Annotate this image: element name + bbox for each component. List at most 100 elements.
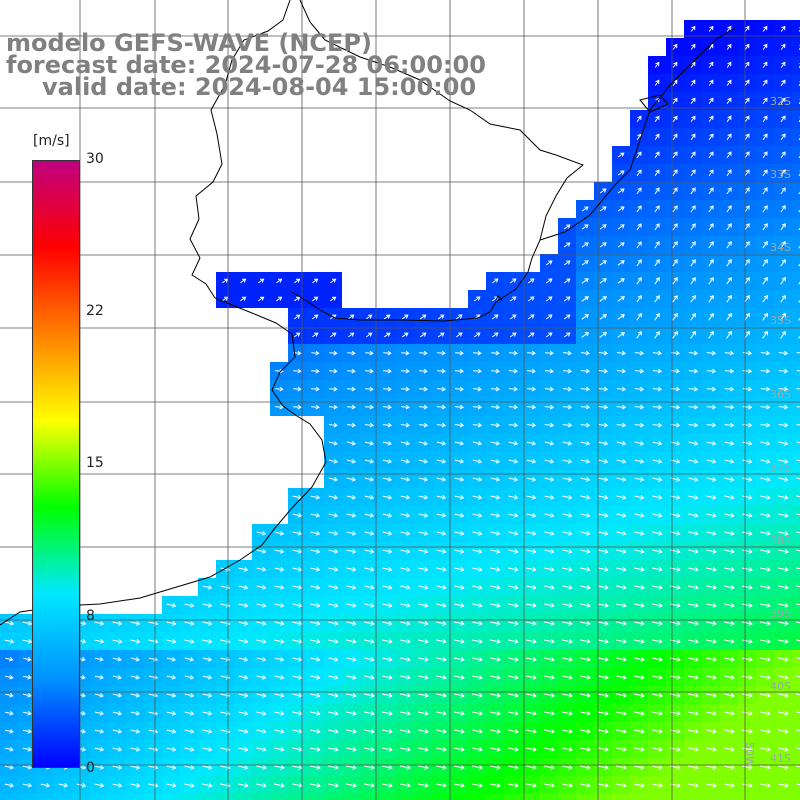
wind-arrow bbox=[742, 404, 753, 410]
wind-arrow bbox=[654, 223, 660, 231]
wind-arrow bbox=[598, 729, 609, 734]
wind-arrow bbox=[654, 115, 660, 122]
wind-arrow bbox=[4, 638, 15, 644]
wind-arrow bbox=[652, 386, 663, 392]
wind-arrow bbox=[616, 386, 627, 392]
wind-arrow bbox=[526, 404, 537, 410]
wind-arrow bbox=[544, 567, 555, 572]
wind-arrow bbox=[382, 675, 393, 680]
wind-arrow bbox=[617, 242, 625, 248]
wind-arrow bbox=[400, 693, 411, 698]
wind-arrow bbox=[202, 603, 213, 608]
wind-arrow bbox=[598, 440, 609, 446]
wind-arrow bbox=[400, 567, 411, 572]
wind-arrow bbox=[634, 711, 645, 716]
wind-arrow bbox=[472, 657, 483, 662]
wind-arrow bbox=[562, 765, 573, 770]
wind-arrow bbox=[744, 79, 750, 86]
wind-arrow bbox=[292, 567, 303, 572]
wind-arrow bbox=[708, 330, 714, 339]
wind-arrow bbox=[563, 314, 571, 320]
wind-arrow bbox=[652, 603, 663, 608]
wind-arrow bbox=[796, 783, 800, 786]
wind-arrow bbox=[762, 276, 768, 285]
wind-arrow bbox=[780, 187, 786, 195]
wind-arrow bbox=[778, 729, 789, 734]
wind-arrow bbox=[690, 330, 696, 339]
wind-arrow bbox=[473, 296, 481, 302]
wind-arrow bbox=[328, 639, 339, 644]
wind-arrow bbox=[598, 531, 609, 536]
wind-arrow bbox=[346, 675, 357, 680]
wind-arrow bbox=[796, 549, 800, 552]
wind-speed-cell bbox=[702, 794, 720, 800]
wind-arrow bbox=[184, 603, 195, 608]
wind-speed-cell bbox=[54, 794, 72, 800]
wind-arrow bbox=[454, 765, 465, 770]
wind-arrow bbox=[508, 495, 519, 500]
wind-arrow bbox=[652, 477, 663, 482]
wind-speed-cell bbox=[684, 794, 702, 800]
wind-arrow bbox=[690, 25, 696, 32]
wind-arrow bbox=[616, 765, 627, 770]
wind-arrow bbox=[346, 404, 356, 410]
wind-arrow bbox=[364, 675, 375, 680]
wind-speed-cell bbox=[792, 272, 800, 290]
wind-arrow bbox=[636, 205, 642, 213]
wind-arrow bbox=[274, 729, 285, 734]
wind-arrow bbox=[112, 783, 123, 788]
wind-arrow bbox=[581, 278, 589, 284]
wind-arrow bbox=[310, 639, 321, 644]
wind-arrow bbox=[544, 657, 555, 662]
latitude-label: 37S bbox=[770, 461, 791, 474]
wind-arrow bbox=[166, 603, 177, 608]
wind-arrow bbox=[293, 404, 302, 410]
wind-arrow bbox=[690, 43, 696, 50]
wind-arrow bbox=[418, 711, 429, 716]
wind-arrow bbox=[690, 312, 696, 321]
wind-arrow bbox=[509, 278, 517, 284]
wind-arrow bbox=[724, 549, 735, 554]
wind-arrow bbox=[382, 549, 393, 554]
wind-arrow bbox=[274, 639, 285, 644]
wind-arrow bbox=[706, 495, 717, 500]
wind-arrow bbox=[580, 386, 591, 392]
wind-arrow bbox=[454, 549, 465, 554]
wind-arrow bbox=[580, 693, 591, 698]
wind-arrow bbox=[364, 512, 375, 518]
wind-arrow bbox=[436, 386, 446, 392]
wind-arrow bbox=[328, 747, 339, 752]
wind-arrow bbox=[294, 332, 301, 338]
wind-arrow bbox=[778, 459, 789, 464]
wind-arrow bbox=[364, 494, 375, 500]
wind-arrow bbox=[726, 97, 732, 104]
wind-arrow bbox=[762, 259, 768, 267]
wind-arrow bbox=[724, 765, 735, 770]
wind-arrow bbox=[346, 476, 357, 482]
wind-arrow bbox=[436, 729, 447, 734]
wind-arrow bbox=[400, 765, 411, 770]
wind-arrow bbox=[346, 711, 357, 716]
wind-arrow bbox=[292, 585, 303, 590]
wind-speed-cell bbox=[774, 794, 792, 800]
wind-arrow bbox=[780, 330, 786, 339]
wind-arrow bbox=[726, 241, 732, 249]
wind-arrow bbox=[742, 459, 753, 464]
wind-arrow bbox=[382, 729, 393, 734]
wind-arrow bbox=[652, 459, 663, 464]
wind-arrow bbox=[688, 657, 699, 662]
wind-arrow bbox=[238, 621, 249, 626]
wind-arrow bbox=[706, 765, 717, 770]
wind-arrow bbox=[508, 350, 518, 356]
wind-arrow bbox=[708, 79, 714, 86]
wind-arrow bbox=[616, 693, 627, 698]
wind-arrow bbox=[490, 693, 501, 698]
wind-arrow bbox=[312, 278, 319, 284]
wind-arrow bbox=[472, 386, 482, 392]
wind-arrow bbox=[798, 314, 800, 321]
wind-arrow bbox=[490, 783, 501, 788]
wind-arrow bbox=[454, 585, 465, 590]
wind-arrow bbox=[744, 151, 750, 159]
wind-speed-cell bbox=[792, 632, 800, 650]
wind-arrow bbox=[636, 330, 642, 339]
